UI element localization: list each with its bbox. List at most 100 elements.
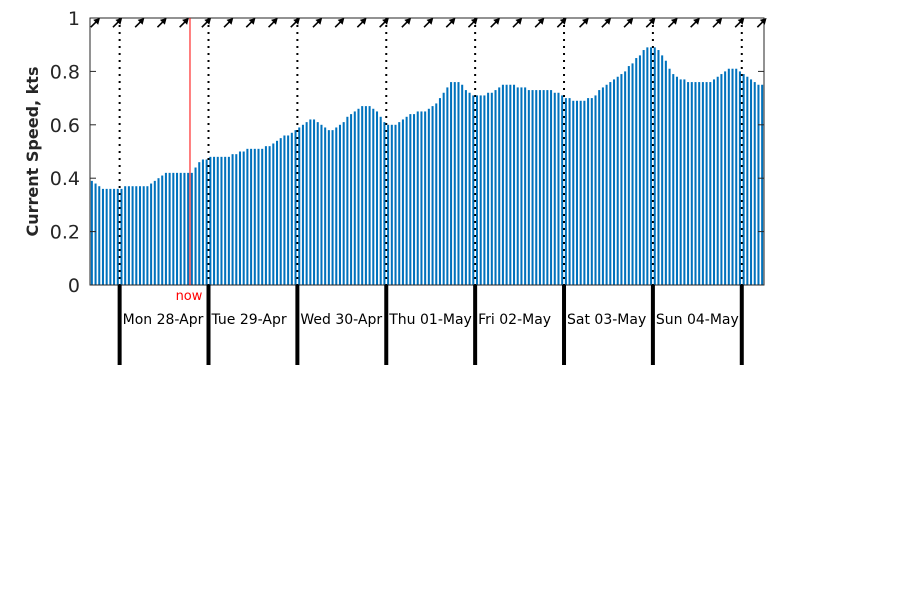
bar: [194, 167, 197, 285]
bar: [268, 146, 271, 285]
bar: [620, 74, 623, 285]
bar: [553, 92, 556, 285]
arrow-head: [626, 18, 634, 25]
bar: [453, 82, 456, 285]
bar: [657, 50, 660, 285]
bar: [675, 76, 678, 286]
direction-arrow: [90, 18, 100, 28]
bar: [276, 140, 279, 285]
arrow-head: [582, 18, 589, 25]
bar: [279, 138, 282, 285]
bar: [416, 111, 419, 285]
bar: [490, 92, 493, 285]
bar: [587, 98, 590, 285]
bar: [176, 172, 179, 285]
direction-arrow: [356, 18, 367, 28]
bar: [127, 186, 130, 285]
direction-arrows: [90, 18, 767, 28]
bar: [364, 106, 367, 285]
direction-arrow: [267, 18, 278, 28]
bar: [698, 82, 701, 285]
y-tick-label: 0.4: [50, 168, 80, 190]
arrow-head: [204, 18, 212, 25]
bar: [561, 95, 564, 286]
bar: [642, 50, 645, 285]
bar: [283, 135, 286, 285]
bar: [379, 116, 382, 285]
bar: [242, 151, 245, 285]
bar: [664, 60, 667, 285]
bar: [635, 58, 638, 285]
arrow-head: [337, 18, 345, 25]
direction-arrow: [134, 18, 145, 28]
bar: [727, 68, 730, 285]
y-tick-label: 0.6: [50, 115, 80, 137]
bar: [235, 154, 238, 285]
direction-arrow: [334, 18, 345, 28]
bar: [546, 90, 549, 285]
bar: [516, 87, 519, 285]
bar: [513, 84, 516, 285]
bar: [350, 114, 353, 286]
bar: [709, 82, 712, 285]
bar: [457, 82, 460, 285]
bar: [187, 172, 190, 285]
bar: [631, 63, 634, 285]
arrow-head: [670, 18, 678, 25]
bar: [446, 87, 449, 285]
arrow-head: [648, 18, 656, 25]
bar: [368, 106, 371, 285]
bar: [142, 186, 145, 285]
bar: [224, 156, 227, 285]
bar: [738, 71, 741, 286]
bar: [361, 106, 364, 285]
bar: [650, 47, 653, 286]
y-axis-label: Current Speed, kts: [23, 67, 42, 237]
bar: [342, 122, 345, 285]
bar: [427, 108, 430, 285]
bar: [357, 108, 360, 285]
bar: [468, 92, 471, 285]
bar: [190, 172, 193, 285]
arrow-head: [226, 18, 234, 25]
direction-arrow: [578, 18, 589, 28]
direction-arrow: [112, 18, 123, 28]
arrow-head: [115, 18, 123, 25]
direction-arrow: [379, 18, 389, 28]
day-label: Sat 03-May: [567, 312, 646, 328]
arrow-head: [737, 18, 745, 25]
day-label: Mon 28-Apr: [123, 312, 204, 328]
bar: [750, 79, 753, 285]
bar: [287, 135, 290, 285]
bar: [353, 111, 356, 285]
bar: [390, 124, 393, 285]
bar: [653, 47, 656, 286]
bar: [520, 87, 523, 285]
bar: [405, 116, 408, 285]
bar: [598, 90, 601, 285]
bar: [712, 79, 716, 285]
bar: [305, 122, 308, 285]
arrow-head: [559, 18, 567, 25]
direction-arrow: [690, 18, 700, 28]
bar: [346, 116, 349, 285]
bar: [594, 95, 597, 286]
bar: [509, 84, 512, 285]
bar: [761, 84, 764, 285]
bar: [557, 92, 560, 285]
bar: [461, 84, 464, 285]
bar: [687, 82, 690, 285]
bar: [168, 172, 171, 285]
direction-arrow: [401, 18, 412, 28]
arrow-head: [271, 18, 278, 25]
bar: [627, 66, 630, 285]
bar: [701, 82, 704, 285]
bar: [201, 159, 204, 285]
bar: [331, 130, 334, 285]
bar: [261, 148, 264, 285]
arrow-head: [693, 18, 700, 25]
bar: [753, 82, 756, 285]
bar: [161, 175, 164, 285]
bar: [442, 92, 445, 285]
